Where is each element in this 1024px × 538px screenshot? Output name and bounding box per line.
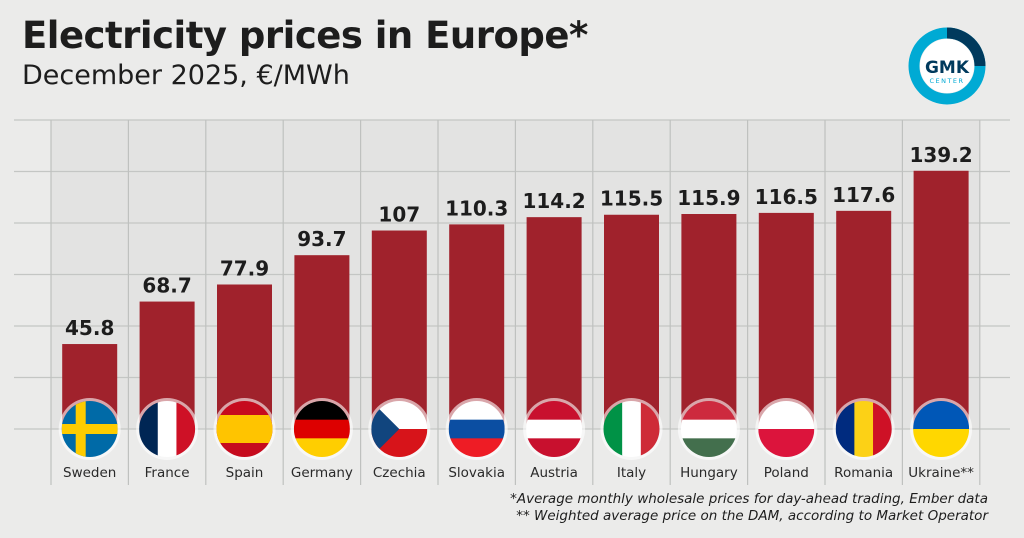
footnote-1: *Average monthly wholesale prices for da… — [510, 491, 988, 507]
chart-subtitle: December 2025, €/MWh — [22, 60, 350, 91]
flag-icon-czechia — [371, 401, 428, 457]
category-label: Slovakia — [448, 465, 505, 481]
footnotes: *Average monthly wholesale prices for da… — [510, 491, 988, 525]
data-label: 77.9 — [220, 256, 269, 280]
footnote-2: ** Weighted average price on the DAM, ac… — [516, 508, 988, 524]
category-label: France — [145, 465, 190, 481]
svg-text:GMK: GMK — [925, 58, 970, 78]
data-label: 68.7 — [142, 274, 191, 298]
data-label: 116.5 — [755, 185, 818, 209]
data-label: 107 — [378, 203, 420, 227]
gmk-center-logo: GMK CENTER — [908, 27, 986, 105]
data-label: 93.7 — [297, 227, 346, 251]
category-label: Poland — [764, 465, 809, 481]
chart-title: Electricity prices in Europe* — [22, 14, 588, 57]
data-label: 139.2 — [909, 143, 972, 167]
flag-icon-hungary — [680, 401, 737, 457]
flag-icon-spain — [216, 401, 273, 457]
data-label: 114.2 — [522, 189, 585, 213]
bar — [526, 217, 582, 429]
bar — [758, 212, 814, 429]
category-label: Hungary — [680, 465, 738, 481]
flag-icon-italy — [603, 401, 660, 457]
bar — [913, 170, 969, 429]
category-label: Sweden — [63, 465, 116, 481]
category-label: Germany — [291, 465, 353, 481]
data-label: 117.6 — [832, 183, 895, 207]
category-label: Spain — [226, 465, 264, 481]
data-label: 115.5 — [600, 187, 663, 211]
category-label: Italy — [617, 465, 646, 481]
bar — [371, 230, 427, 429]
flag-icon-france — [139, 401, 196, 457]
category-label: Romania — [834, 465, 893, 481]
category-label: Ukraine** — [908, 465, 974, 481]
category-label: Czechia — [373, 465, 426, 481]
svg-text:CENTER: CENTER — [929, 77, 964, 85]
data-label: 110.3 — [445, 196, 508, 220]
category-label: Austria — [530, 465, 578, 481]
bar — [604, 214, 659, 429]
flag-icon-slovakia — [448, 401, 505, 457]
bar — [449, 224, 505, 429]
bar — [681, 214, 737, 429]
flag-icon-germany — [293, 401, 350, 457]
data-label: 45.8 — [65, 316, 114, 340]
bar — [836, 210, 892, 429]
flag-icon-austria — [526, 401, 583, 457]
data-label: 115.9 — [677, 186, 740, 210]
flag-icon-sweden — [61, 401, 118, 457]
flag-icon-romania — [835, 401, 892, 457]
